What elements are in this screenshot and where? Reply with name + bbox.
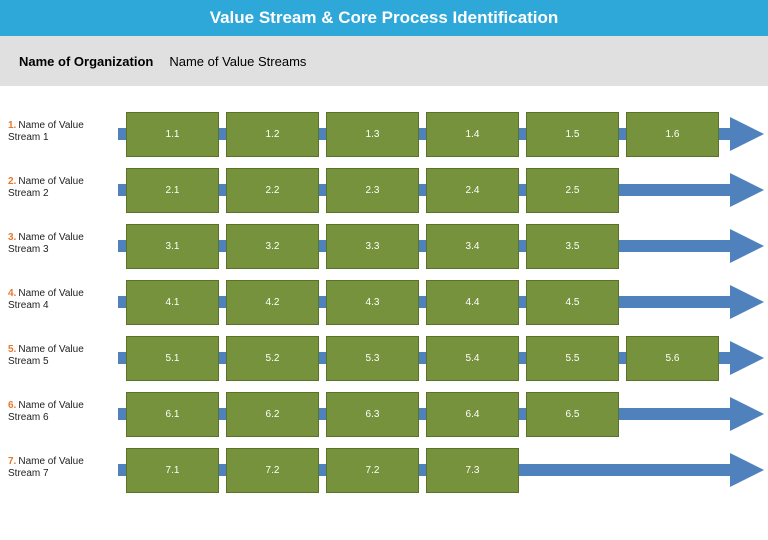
value-stream-label: 2. Name of Value Stream 2 <box>8 176 118 200</box>
process-box: 5.5 <box>526 336 619 381</box>
process-box: 5.3 <box>326 336 419 381</box>
process-box: 4.2 <box>226 280 319 325</box>
value-stream-number: 4. <box>8 288 17 299</box>
value-stream-label: 1. Name of Value Stream 1 <box>8 120 118 144</box>
process-box: 6.2 <box>226 392 319 437</box>
value-stream-row: 3. Name of Value Stream 3 3.1 3.2 3.3 3.4 3.5 <box>0 224 768 280</box>
value-stream-label-line1: Name of Value <box>18 120 84 131</box>
value-stream-number: 1. <box>8 120 17 131</box>
value-stream-number: 5. <box>8 344 17 355</box>
process-box: 7.2 <box>326 448 419 493</box>
process-box: 2.4 <box>426 168 519 213</box>
process-box: 5.6 <box>626 336 719 381</box>
value-stream-label-line2: Stream 7 <box>8 468 49 479</box>
process-box: 1.3 <box>326 112 419 157</box>
process-box: 7.1 <box>126 448 219 493</box>
value-stream-label-line2: Stream 6 <box>8 412 49 423</box>
process-box: 1.5 <box>526 112 619 157</box>
value-stream-row: 6. Name of Value Stream 6 6.1 6.2 6.3 6.4 6.5 <box>0 392 768 448</box>
value-stream-label: 3. Name of Value Stream 3 <box>8 232 118 256</box>
value-stream-label-line1: Name of Value <box>18 344 84 355</box>
value-stream-number: 6. <box>8 400 17 411</box>
value-stream-label-line1: Name of Value <box>18 176 84 187</box>
value-stream-number: 7. <box>8 456 17 467</box>
value-stream-number: 2. <box>8 176 17 187</box>
value-stream-row: 7. Name of Value Stream 7 7.1 7.2 7.2 7.3 <box>0 448 768 504</box>
value-stream-label-line2: Stream 3 <box>8 244 49 255</box>
process-box: 4.5 <box>526 280 619 325</box>
process-box: 6.1 <box>126 392 219 437</box>
process-box: 3.4 <box>426 224 519 269</box>
process-box: 2.2 <box>226 168 319 213</box>
process-box: 3.2 <box>226 224 319 269</box>
process-box: 1.6 <box>626 112 719 157</box>
process-box: 5.1 <box>126 336 219 381</box>
value-stream-label-line2: Stream 5 <box>8 356 49 367</box>
value-stream-row: 1. Name of Value Stream 1 1.1 1.2 1.3 1.4 1.5 1.… <box>0 112 768 168</box>
value-stream-rows: 1. Name of Value Stream 1 1.1 1.2 1.3 1.4 1.5 1.… <box>0 112 768 504</box>
value-stream-row: 2. Name of Value Stream 2 2.1 2.2 2.3 2.4 2.5 <box>0 168 768 224</box>
process-box: 5.4 <box>426 336 519 381</box>
process-box: 4.1 <box>126 280 219 325</box>
value-stream-label-line1: Name of Value <box>18 400 84 411</box>
process-box: 2.5 <box>526 168 619 213</box>
process-box: 3.5 <box>526 224 619 269</box>
value-streams-name: Name of Value Streams <box>169 53 307 69</box>
process-box: 1.1 <box>126 112 219 157</box>
header-band: Name of Organization Name of Value Strea… <box>0 36 768 86</box>
value-stream-label-line2: Stream 4 <box>8 300 49 311</box>
value-stream-label: 6. Name of Value Stream 6 <box>8 400 118 424</box>
process-box: 6.3 <box>326 392 419 437</box>
process-box: 7.2 <box>226 448 319 493</box>
process-box: 7.3 <box>426 448 519 493</box>
process-box: 4.3 <box>326 280 419 325</box>
process-box: 6.5 <box>526 392 619 437</box>
process-box: 6.4 <box>426 392 519 437</box>
process-box: 2.1 <box>126 168 219 213</box>
process-box: 2.3 <box>326 168 419 213</box>
process-box: 4.4 <box>426 280 519 325</box>
value-stream-label-line2: Stream 1 <box>8 132 49 143</box>
value-stream-label-line1: Name of Value <box>18 232 84 243</box>
value-stream-row: 5. Name of Value Stream 5 5.1 5.2 5.3 5.4 5.5 5.… <box>0 336 768 392</box>
value-stream-number: 3. <box>8 232 17 243</box>
value-stream-row: 4. Name of Value Stream 4 4.1 4.2 4.3 4.4 4.5 <box>0 280 768 336</box>
value-stream-label-line1: Name of Value <box>18 288 84 299</box>
process-box: 1.4 <box>426 112 519 157</box>
process-box: 5.2 <box>226 336 319 381</box>
process-box: 1.2 <box>226 112 319 157</box>
value-stream-label-line1: Name of Value <box>18 456 84 467</box>
value-stream-label: 7. Name of Value Stream 7 <box>8 456 118 480</box>
value-stream-label-line2: Stream 2 <box>8 188 49 199</box>
process-box: 3.3 <box>326 224 419 269</box>
organization-name: Name of Organization <box>19 53 154 69</box>
value-stream-label: 4. Name of Value Stream 4 <box>8 288 118 312</box>
page-title: Value Stream & Core Process Identificati… <box>0 0 768 36</box>
value-stream-label: 5. Name of Value Stream 5 <box>8 344 118 368</box>
process-box: 3.1 <box>126 224 219 269</box>
